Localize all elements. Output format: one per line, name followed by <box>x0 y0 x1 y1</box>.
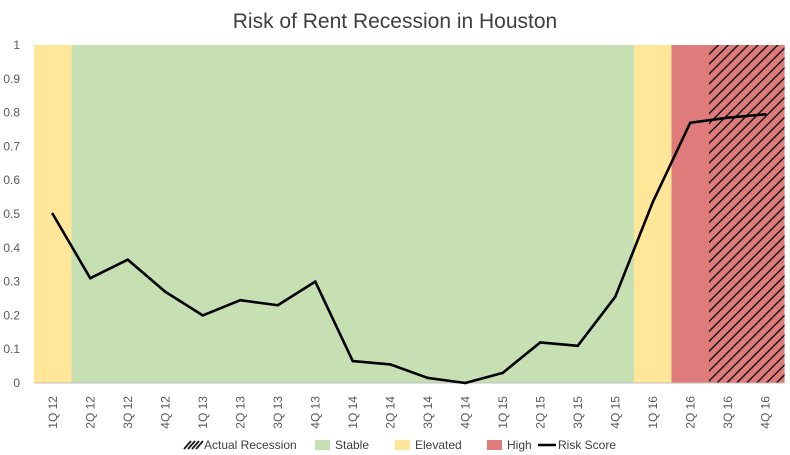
band-stable <box>259 45 298 383</box>
y-tick-label: 0.9 <box>3 72 20 86</box>
legend-label-stable: Stable <box>335 438 369 452</box>
band-high-recession <box>746 45 785 383</box>
x-tick-label: 1Q 15 <box>496 396 510 429</box>
data-point <box>538 341 542 344</box>
x-tick-label: 3Q 14 <box>421 396 435 429</box>
x-tick-label: 1Q 13 <box>196 396 210 429</box>
x-tick-label: 2Q 13 <box>233 396 247 429</box>
x-axis: 1Q 12 2Q 12 3Q 12 4Q 12 1Q 13 2Q 13 3Q 13 4Q 13… <box>34 382 784 429</box>
band-stable <box>184 45 223 383</box>
data-point <box>613 295 617 299</box>
band-stable <box>221 45 260 383</box>
band-stable <box>146 45 185 383</box>
legend-label-high: High <box>507 438 532 452</box>
x-tick-label: 2Q 15 <box>533 396 547 429</box>
y-tick-label: 0.7 <box>3 139 20 153</box>
data-point <box>426 376 430 380</box>
x-tick-label: 1Q 14 <box>346 396 360 429</box>
data-point <box>201 314 205 317</box>
legend-label-risk-score: Risk Score <box>558 438 616 452</box>
data-point <box>313 280 317 283</box>
band-stable <box>371 45 410 383</box>
x-tick-label: 4Q 12 <box>158 396 172 429</box>
y-axis: 0 0.1 0.2 0.3 0.4 0.5 0.6 0.7 0.8 0.9 1 <box>3 38 20 390</box>
chart-title: Risk of Rent Recession in Houston <box>233 10 558 33</box>
y-tick-label: 0.6 <box>3 173 20 187</box>
legend-label-elevated: Elevated <box>415 438 462 452</box>
data-point <box>726 116 730 119</box>
data-point <box>651 200 655 204</box>
x-tick-label: 4Q 15 <box>608 396 622 429</box>
x-tick-label: 3Q 16 <box>721 396 735 429</box>
y-tick-label: 1 <box>13 38 20 52</box>
data-point <box>388 363 392 366</box>
legend-hatch-stroke <box>183 440 192 450</box>
y-tick-label: 0.5 <box>3 207 20 221</box>
series-line-risk-score <box>51 112 767 385</box>
data-point <box>163 290 167 294</box>
data-point <box>126 258 130 261</box>
x-tick-label: 3Q 13 <box>271 396 285 429</box>
y-tick-label: 0 <box>13 376 20 390</box>
y-tick-label: 0.8 <box>3 106 20 120</box>
legend-label-actual-recession: Actual Recession <box>204 438 297 452</box>
legend-swatch-elevated <box>395 440 410 450</box>
legend-swatch-high <box>487 440 502 450</box>
legend-swatch-stable <box>315 440 330 450</box>
data-point <box>688 121 692 125</box>
band-stable <box>521 45 560 383</box>
band-stable <box>446 45 485 383</box>
background-bands <box>34 45 785 383</box>
band-stable <box>334 45 373 383</box>
x-tick-label: 2Q 12 <box>83 396 97 429</box>
band-high-recession <box>709 45 748 383</box>
data-point <box>351 359 355 363</box>
legend: Actual Recession Stable Elevated High Risk S… <box>183 438 616 452</box>
x-tick-label: 2Q 16 <box>683 396 697 429</box>
y-tick-label: 0.1 <box>3 342 20 356</box>
x-tick-label: 2Q 14 <box>383 396 397 429</box>
band-high <box>671 45 710 383</box>
band-stable <box>296 45 335 383</box>
band-stable <box>596 45 635 383</box>
band-stable <box>109 45 148 383</box>
x-tick-label: 3Q 12 <box>121 396 135 429</box>
data-point <box>463 381 467 385</box>
data-point <box>238 298 242 302</box>
x-tick-label: 4Q 13 <box>308 396 322 429</box>
x-tick-label: 4Q 16 <box>758 396 772 429</box>
legend-swatch-actual-recession <box>183 440 204 450</box>
data-point <box>88 276 92 280</box>
band-stable <box>559 45 598 383</box>
band-stable <box>71 45 110 383</box>
y-tick-label: 0.3 <box>3 275 20 289</box>
band-stable <box>484 45 523 383</box>
band-elevated <box>634 45 673 383</box>
x-tick-label: 3Q 15 <box>571 396 585 429</box>
band-stable <box>409 45 448 383</box>
y-tick-label: 0.2 <box>3 308 20 322</box>
series-layer <box>51 112 767 385</box>
x-tick-label: 1Q 16 <box>646 396 660 429</box>
data-point <box>576 344 580 348</box>
data-point <box>763 112 767 116</box>
data-point <box>501 371 505 375</box>
x-tick-label: 4Q 14 <box>458 396 472 429</box>
y-tick-label: 0.4 <box>3 241 20 255</box>
legend-hatch-stroke <box>191 440 200 450</box>
legend-hatch-stroke <box>195 440 204 450</box>
x-tick-label: 1Q 12 <box>46 396 60 429</box>
data-point <box>276 303 280 307</box>
data-point <box>51 212 55 216</box>
legend-hatch-stroke <box>187 440 196 450</box>
